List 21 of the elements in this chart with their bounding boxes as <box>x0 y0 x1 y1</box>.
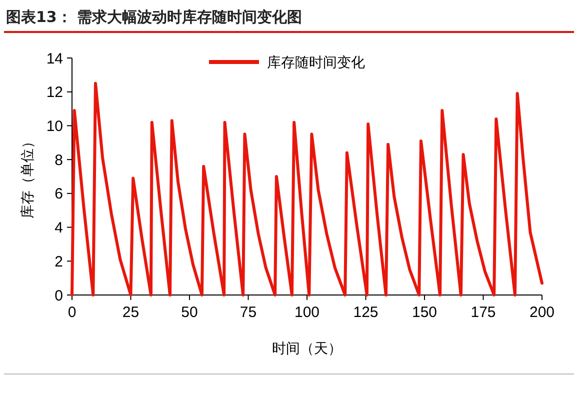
y-tick-label: 8 <box>54 152 63 169</box>
chart-title: 图表13： 需求大幅波动时库存随时间变化图 <box>6 8 302 26</box>
x-tick-label: 50 <box>181 304 198 321</box>
x-tick-label: 150 <box>412 304 438 321</box>
x-tick-label: 100 <box>294 304 320 321</box>
y-tick-label: 0 <box>54 287 63 304</box>
x-tick-label: 25 <box>122 304 140 321</box>
x-tick-label: 0 <box>68 304 76 321</box>
x-tick-label: 75 <box>240 304 257 321</box>
y-tick-label: 12 <box>46 84 63 102</box>
y-tick-label: 10 <box>46 118 63 135</box>
y-axis-title: 库存（单位） <box>20 134 36 218</box>
y-tick-label: 14 <box>46 50 63 68</box>
x-tick-label: 175 <box>470 304 496 321</box>
x-tick-label: 125 <box>353 304 378 321</box>
legend-label: 库存随时间变化 <box>267 54 365 71</box>
x-axis-title: 时间（天） <box>272 341 342 357</box>
y-tick-label: 2 <box>54 253 63 270</box>
x-tick-label: 200 <box>529 304 555 321</box>
y-tick-label: 4 <box>54 220 63 237</box>
y-tick-label: 6 <box>54 186 63 203</box>
